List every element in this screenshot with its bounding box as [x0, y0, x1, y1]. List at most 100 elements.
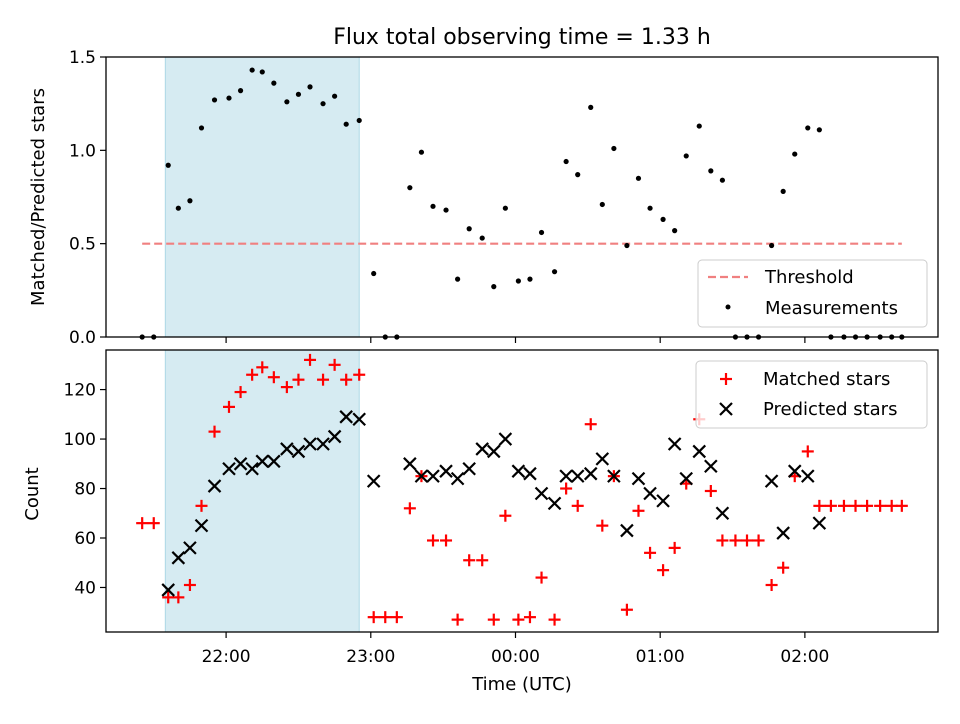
predicted-star-point	[800, 469, 815, 483]
measurement-point	[683, 153, 689, 159]
matched-star-point	[584, 418, 597, 431]
predicted-star-point	[607, 469, 621, 483]
matched-star-point	[267, 371, 280, 384]
bottom-axes-frame	[105, 349, 939, 633]
measurement-point	[660, 216, 666, 222]
matched-star-point	[340, 373, 353, 386]
observing-span-top	[164, 56, 360, 338]
top-y-tick-label: 0.5	[69, 235, 96, 255]
legend-matched-marker	[720, 373, 732, 385]
matched-star-point	[427, 534, 440, 547]
matched-star-point	[136, 517, 149, 530]
top-legend-box	[697, 259, 928, 328]
matched-star-point	[596, 519, 609, 532]
predicted-star-point	[450, 471, 465, 486]
measurement-point	[563, 158, 569, 165]
bottom-y-tick-label: 60	[74, 529, 96, 549]
predicted-star-point	[183, 541, 197, 555]
matched-star-point	[644, 546, 657, 559]
observing-span-bottom	[164, 349, 360, 633]
matched-star-point	[668, 541, 681, 554]
predicted-star-point	[280, 442, 294, 456]
measurement-point	[515, 278, 521, 284]
bottom-legend: Matched stars Predicted stars	[695, 360, 928, 429]
predicted-star-point	[643, 486, 657, 501]
measurement-point	[466, 226, 472, 232]
measurement-point	[295, 91, 302, 97]
matched-star-point	[256, 361, 269, 374]
measurement-point	[320, 101, 326, 107]
predicted-star-point	[439, 464, 453, 478]
bottom-legend-box	[695, 360, 928, 429]
matched-star-point	[523, 611, 536, 624]
predicted-star-point	[534, 486, 549, 501]
measurement-point	[356, 117, 362, 124]
measurement-point	[226, 95, 232, 101]
legend-threshold-label: Threshold	[764, 267, 854, 288]
legend-predicted-marker	[719, 402, 733, 416]
predicted-star-point	[498, 432, 513, 446]
top-x-ticks	[225, 337, 806, 343]
matched-star-point	[499, 509, 512, 522]
measurement-point	[719, 177, 726, 183]
matched-star-point	[741, 534, 754, 547]
predicted-star-point	[583, 466, 598, 481]
top-y-tick-label: 0.0	[69, 328, 96, 348]
predicted-star-point	[267, 454, 281, 469]
measurement-point	[647, 205, 653, 211]
measurement-point	[371, 270, 377, 277]
matched-star-point	[801, 445, 814, 458]
measurement-point	[769, 242, 775, 249]
bottom-y-tick-label: 80	[74, 480, 96, 500]
matched-star-point	[777, 561, 790, 574]
predicted-star-point	[715, 506, 730, 521]
predicted-star-point	[704, 459, 718, 474]
predicted-star-point	[222, 461, 236, 476]
predicted-star-point	[403, 457, 417, 471]
predicted-star-point	[679, 471, 694, 486]
matched-star-point	[765, 579, 778, 591]
predicted-star-point	[194, 518, 209, 533]
matched-star-point	[367, 611, 380, 624]
matched-star-point	[440, 534, 453, 547]
measurement-point	[575, 172, 581, 178]
predicted-star-point	[161, 583, 175, 597]
matched-star-point	[172, 591, 185, 604]
predicted-star-point	[547, 496, 562, 511]
predicted-star-point	[291, 444, 306, 459]
measurement-point	[805, 125, 811, 131]
matched-star-point	[535, 571, 548, 584]
measurement-point	[332, 93, 338, 99]
predicted-star-point	[523, 466, 537, 481]
top-y-ticks: 0.0 0.5 1.0 1.5	[69, 48, 106, 348]
matched-star-point	[222, 400, 235, 413]
predicted-star-point	[327, 429, 342, 444]
predicted-star-point	[570, 469, 585, 483]
measurement-point	[599, 201, 605, 208]
measurement-point	[672, 228, 678, 234]
measurement-point	[491, 284, 497, 290]
top-legend: Threshold Measurements	[697, 259, 928, 328]
matched-star-point	[729, 534, 742, 547]
measurement-point	[271, 80, 277, 86]
measurement-point	[307, 84, 313, 90]
measurement-point	[588, 104, 594, 110]
x-tick-label: 02:00	[780, 647, 829, 667]
predicted-star-point	[366, 474, 381, 488]
predicted-star-point	[426, 469, 440, 483]
measurement-point	[455, 276, 461, 282]
predicted-star-point	[631, 471, 646, 486]
predicted-star-point	[787, 464, 802, 478]
predicted-star-point	[667, 437, 682, 451]
measurement-point	[551, 269, 558, 275]
predicted-star-point	[255, 454, 270, 469]
measurement-point	[249, 67, 255, 73]
predicted-star-point	[559, 469, 573, 483]
matched-star-point	[292, 373, 305, 386]
predicted-star-point	[692, 444, 707, 459]
x-tick-label: 22:00	[202, 647, 251, 667]
matched-star-point	[874, 499, 887, 512]
measurement-point	[443, 207, 449, 213]
measurement-point	[624, 242, 630, 249]
